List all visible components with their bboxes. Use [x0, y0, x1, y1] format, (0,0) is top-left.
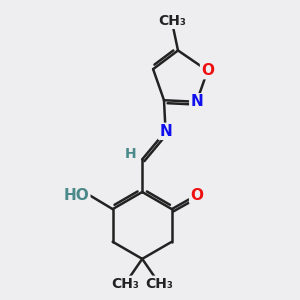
Text: N: N: [190, 94, 203, 109]
Text: CH₃: CH₃: [158, 14, 186, 28]
Text: O: O: [201, 63, 214, 78]
Text: H: H: [124, 147, 136, 161]
Text: N: N: [159, 124, 172, 139]
Text: CH₃: CH₃: [146, 277, 173, 291]
Text: O: O: [190, 188, 203, 202]
Text: HO: HO: [64, 188, 89, 202]
Text: CH₃: CH₃: [111, 277, 139, 291]
